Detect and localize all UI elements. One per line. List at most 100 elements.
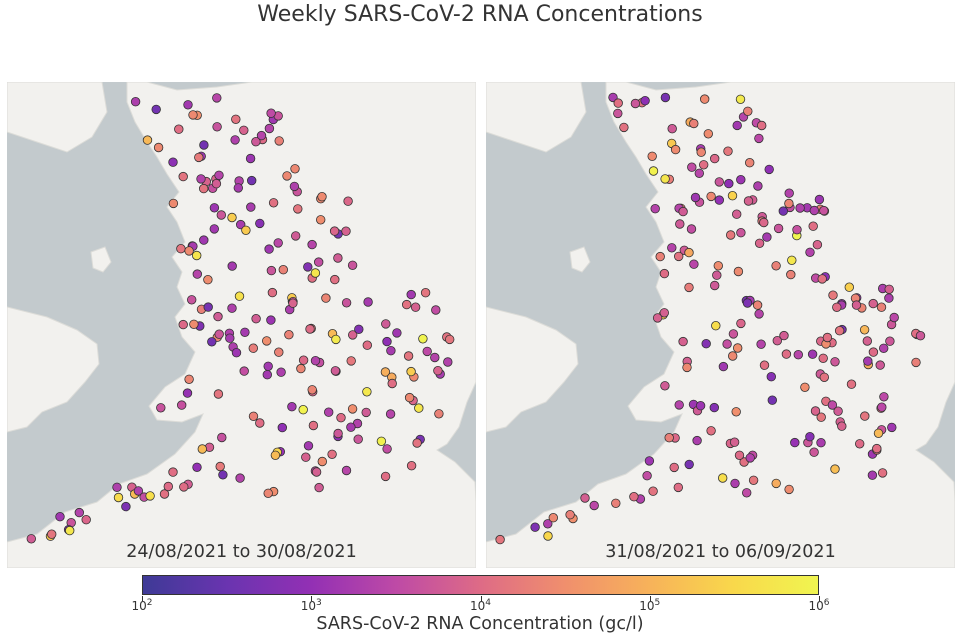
sampling-site-point <box>833 406 843 416</box>
sampling-site-point <box>682 362 692 373</box>
sampling-site-point <box>817 274 827 284</box>
sampling-site-point <box>268 198 279 208</box>
sampling-site-point <box>664 433 674 443</box>
sampling-site-point <box>771 261 781 271</box>
sampling-site-point <box>346 356 356 366</box>
sampling-site-point <box>846 379 857 389</box>
sampling-site-point <box>655 251 665 262</box>
sampling-site-point <box>433 366 443 376</box>
sampling-site-point <box>227 261 237 271</box>
sampling-site-point <box>231 114 241 125</box>
sampling-site-point <box>630 98 641 109</box>
sampling-site-point <box>832 302 842 313</box>
land-area <box>486 82 587 153</box>
sampling-site-point <box>659 268 670 279</box>
colorbar-tick <box>142 596 143 601</box>
sampling-site-point <box>290 164 300 174</box>
sampling-site-point <box>827 400 838 410</box>
sampling-site-point <box>706 191 716 202</box>
sampling-site-point <box>678 336 688 347</box>
sampling-site-point <box>696 147 706 157</box>
sampling-site-point <box>725 230 736 240</box>
sampling-site-point <box>687 162 697 172</box>
sampling-site-point <box>689 259 699 269</box>
sampling-site-point <box>245 153 256 164</box>
sampling-site-point <box>231 348 242 358</box>
sampling-site-point <box>213 311 223 322</box>
sampling-site-point <box>766 372 777 382</box>
sampling-site-point <box>709 153 720 164</box>
land-area <box>486 306 579 433</box>
sampling-site-point <box>317 191 327 202</box>
sampling-site-point <box>711 320 721 331</box>
sampling-site-point <box>784 484 794 495</box>
sampling-site-point <box>745 157 755 168</box>
sampling-site-point <box>246 202 256 212</box>
sampling-site-point <box>289 181 300 192</box>
sampling-site-point <box>330 274 340 285</box>
sampling-site-point <box>209 224 220 234</box>
sampling-site-point <box>660 92 671 103</box>
sampling-site-point <box>790 437 800 448</box>
sampling-site-point <box>724 178 734 189</box>
sampling-site-point <box>376 436 387 447</box>
sampling-site-point <box>211 178 222 189</box>
sampling-site-point <box>695 401 706 411</box>
sampling-site-point <box>754 309 764 319</box>
sampling-site-point <box>781 349 792 359</box>
sampling-site-point <box>184 374 194 385</box>
sampling-site-point <box>723 146 733 156</box>
colorbar-tick-label: 102 <box>131 598 153 613</box>
sampling-site-point <box>203 302 213 312</box>
colorbar <box>142 575 819 595</box>
land-area <box>90 246 112 273</box>
sampling-site-point <box>273 238 283 248</box>
sampling-site-point <box>434 409 444 419</box>
sampling-site-point <box>235 473 245 483</box>
sampling-site-point <box>698 160 709 170</box>
sampling-site-point <box>207 337 217 347</box>
sampling-site-point <box>333 253 343 263</box>
sampling-site-point <box>310 356 321 366</box>
sampling-site-point <box>819 372 830 383</box>
sampling-site-point <box>673 482 684 493</box>
sampling-site-point <box>191 250 202 261</box>
sampling-site-point <box>589 500 599 511</box>
sampling-site-point <box>807 349 818 359</box>
sampling-site-point <box>809 447 819 457</box>
sampling-site-point <box>717 473 728 483</box>
sampling-site-point <box>262 370 272 380</box>
sampling-site-point <box>406 461 417 471</box>
sampling-site-point <box>727 190 738 201</box>
sampling-site-point <box>218 470 228 480</box>
sampling-site-point <box>227 212 237 223</box>
map-panel-week-1: 24/08/2021 to 30/08/2021 <box>7 82 476 568</box>
sampling-site-point <box>735 94 746 104</box>
sampling-site-point <box>333 428 343 439</box>
sampling-site-point <box>291 231 301 241</box>
sampling-site-point <box>314 257 324 267</box>
sampling-site-point <box>381 319 391 329</box>
sampling-site-point <box>298 355 309 365</box>
sampling-site-point <box>341 298 352 308</box>
sampling-site-point <box>163 481 174 492</box>
sampling-site-point <box>145 491 155 501</box>
sampling-site-point <box>816 438 826 448</box>
sampling-site-point <box>660 381 670 391</box>
sampling-site-point <box>184 246 194 256</box>
sampling-site-point <box>317 456 328 467</box>
map-canvas-week-2 <box>486 82 955 568</box>
sampling-site-point <box>810 406 821 416</box>
sampling-site-point <box>805 247 815 258</box>
sampling-site-point <box>212 122 222 132</box>
sampling-site-point <box>868 347 879 357</box>
sampling-site-point <box>659 308 670 318</box>
sampling-site-point <box>431 305 441 315</box>
sampling-site-point <box>889 312 899 323</box>
sampling-site-point <box>713 261 724 271</box>
sampling-site-point <box>274 347 284 357</box>
sampling-site-point <box>248 411 259 422</box>
sampling-site-point <box>412 438 422 448</box>
sampling-site-point <box>860 411 870 421</box>
colorbar-tick <box>649 596 651 601</box>
